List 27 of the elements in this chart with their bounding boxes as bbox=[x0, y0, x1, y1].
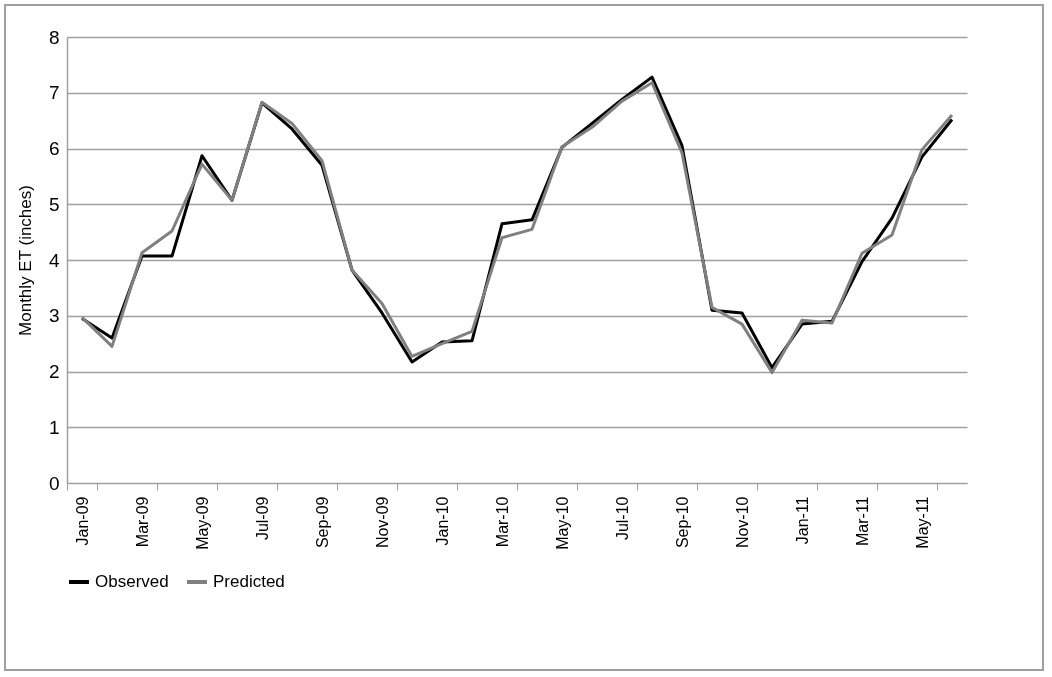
y-tick-label: 5 bbox=[48, 193, 60, 215]
x-tick-label: Nov-09 bbox=[373, 496, 391, 549]
y-tick-label: 6 bbox=[48, 138, 60, 159]
x-tick-label: Jan-11 bbox=[793, 496, 811, 545]
x-tick-label: Mar-11 bbox=[853, 496, 871, 546]
legend-label: Observed bbox=[95, 572, 169, 591]
y-tick-label: 8 bbox=[48, 26, 60, 48]
x-tick-label: Mar-10 bbox=[493, 496, 511, 548]
y-tick-label: 1 bbox=[48, 416, 60, 438]
y-tick-label: 2 bbox=[48, 361, 60, 382]
y-tick-label: 7 bbox=[48, 82, 60, 104]
legend-label: Predicted bbox=[213, 572, 285, 591]
x-tick-label: May-09 bbox=[193, 496, 211, 550]
y-tick-label: 3 bbox=[48, 305, 60, 327]
x-tick-label: Sep-10 bbox=[673, 496, 691, 549]
x-tick-label: Sep-09 bbox=[313, 496, 331, 549]
x-tick-label: Mar-09 bbox=[133, 496, 151, 548]
x-tick-label: Jan-09 bbox=[73, 496, 91, 546]
y-tick-label: 0 bbox=[48, 472, 60, 494]
y-axis-title: Monthly ET (inches) bbox=[15, 185, 35, 336]
x-tick-label: May-10 bbox=[553, 496, 571, 550]
y-tick-label: 4 bbox=[48, 249, 60, 271]
x-tick-label: May-11 bbox=[913, 496, 931, 549]
x-tick-label: Jul-09 bbox=[253, 496, 271, 541]
x-tick-label: Nov-10 bbox=[733, 496, 751, 549]
x-tick-label: Jul-10 bbox=[613, 496, 631, 541]
x-tick-label: Jan-10 bbox=[433, 496, 451, 546]
